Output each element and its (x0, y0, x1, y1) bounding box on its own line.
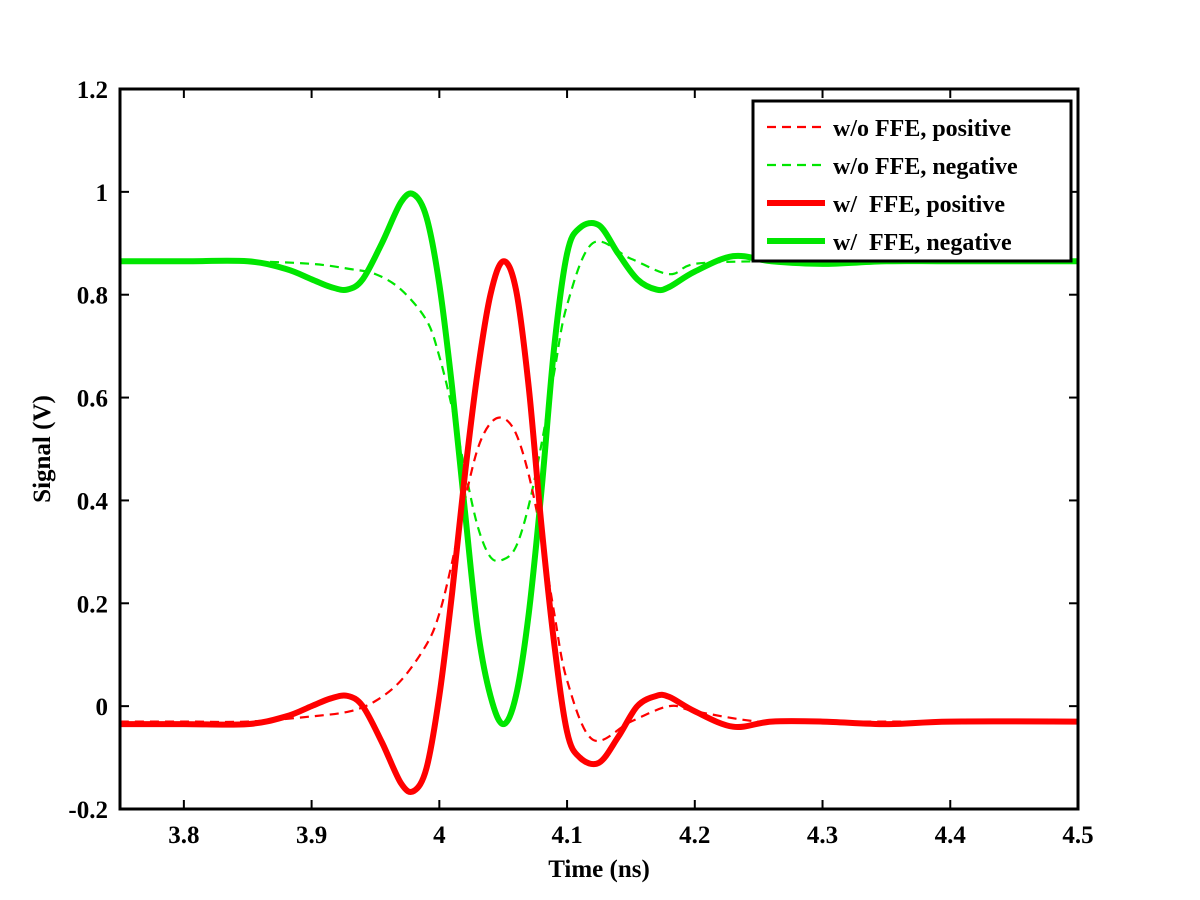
x-tick-label: 3.8 (168, 822, 199, 849)
y-tick-label: 0.6 (77, 386, 108, 413)
legend: w/o FFE, positive w/o FFE, negative w/ FFE… (751, 99, 1073, 263)
legend-entry-label: w/ FFE, negative (833, 230, 1012, 256)
legend-entry-label: w/o FFE, positive (833, 116, 1011, 142)
x-tick-label: 4.2 (679, 822, 710, 849)
series-layer (120, 190, 1078, 795)
x-tick-label: 4.3 (807, 822, 838, 849)
x-tick-label: 3.9 (296, 822, 327, 849)
x-axis-label: Time (ns) (548, 856, 650, 883)
series-line-4 (120, 190, 1078, 728)
legend-entry-label: w/o FFE, negative (833, 154, 1018, 180)
series-line-3 (120, 258, 1078, 795)
legend-entry-label: w/ FFE, positive (833, 192, 1005, 218)
x-tick-label: 4.1 (551, 822, 582, 849)
y-tick-label: 1 (96, 180, 109, 207)
x-tick-label: 4 (433, 822, 446, 849)
tick-labels: 3.8 3.9 4 4.1 4.2 4.3 4.4 4.5 -0.2 0 0.2 0.4 0.6 0.8 1… (68, 77, 1093, 849)
plot-frame (118, 87, 1080, 811)
y-tick-label: 1.2 (77, 77, 108, 104)
y-tick-label: 0.4 (77, 488, 109, 515)
x-tick-label: 4.5 (1062, 822, 1093, 849)
y-tick-label: -0.2 (68, 797, 108, 824)
x-tick-label: 4.4 (935, 822, 967, 849)
y-axis-label: Signal (V) (29, 395, 56, 503)
y-tick-label: 0.8 (77, 283, 108, 310)
y-tick-label: 0.2 (77, 591, 108, 618)
y-tick-label: 0 (96, 694, 109, 721)
